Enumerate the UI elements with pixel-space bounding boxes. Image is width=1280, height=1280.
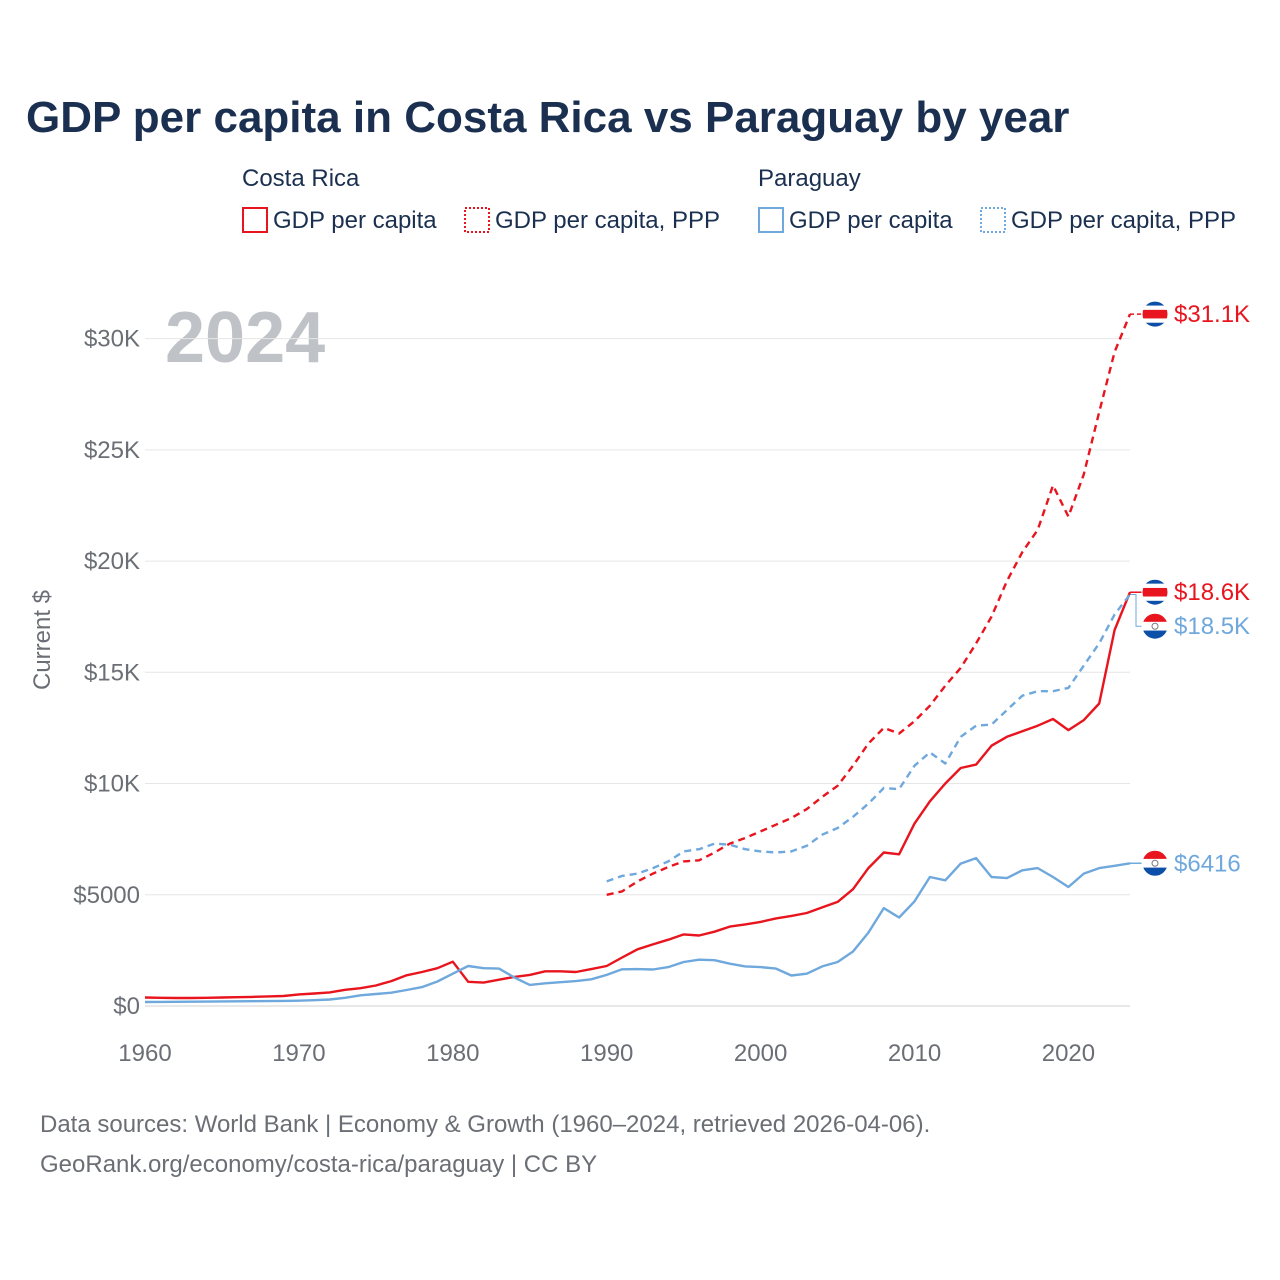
series-paraguay-gdp-per-capita-ppp[interactable] [606,593,1131,883]
chart-title: GDP per capita in Costa Rica vs Paraguay… [26,93,1069,142]
y-tick-label-0: $0 [113,993,140,1020]
series-paraguay-gdp-per-capita[interactable] [144,856,1131,1004]
x-tick-label-2010: 2010 [888,1040,941,1067]
legend-swatch-py-gdp[interactable] [758,207,784,233]
y-tick-label-25000: $25K [84,437,140,464]
x-axis-ticks: 1960 1970 1980 1990 2000 2010 2020 [118,1040,1095,1067]
end-labels: $31.1K $18.6K $18.5K $6416 [1130,300,1250,877]
legend-label-cr-gdp[interactable]: GDP per capita [273,207,437,234]
end-label-costa-rica-gdp-per-capita: $18.6K [1174,579,1250,606]
y-tick-label-30000: $30K [84,326,140,353]
legend-swatch-cr-ppp[interactable] [464,207,490,233]
series-costa-rica-gdp-per-capita[interactable] [144,591,1132,1000]
legend-label-py-ppp[interactable]: GDP per capita, PPP [1011,207,1236,234]
legend-swatch-py-ppp[interactable] [980,207,1006,233]
y-tick-label-20000: $20K [84,548,140,575]
y-tick-label-5000: $5000 [73,882,140,909]
flag-paraguay-icon [1141,849,1169,877]
grid [145,338,1130,1007]
x-tick-label-1980: 1980 [426,1040,479,1067]
legend-group-paraguay: Paraguay [758,165,861,192]
series-layer [144,313,1132,1004]
end-label-paraguay-gdp-per-capita: $6416 [1174,850,1241,877]
y-tick-label-10000: $10K [84,771,140,798]
source-line-1: Data sources: World Bank | Economy & Gro… [40,1111,930,1138]
x-tick-label-1990: 1990 [580,1040,633,1067]
flag-paraguay-icon [1141,612,1169,640]
legend-group-costa-rica: Costa Rica [242,165,360,192]
legend-swatch-cr-gdp[interactable] [242,207,268,233]
y-axis-label: Current $ [29,590,56,690]
series-costa-rica-gdp-per-capita-ppp[interactable] [606,313,1132,896]
legend-label-py-gdp[interactable]: GDP per capita [789,207,953,234]
y-axis-ticks: $0 $5000 $10K $15K $20K $25K $30K [73,326,140,1020]
source-line-2[interactable]: GeoRank.org/economy/costa-rica/paraguay … [40,1151,597,1178]
x-tick-label-1960: 1960 [118,1040,171,1067]
flag-costa-rica-icon [1141,578,1169,606]
legend-label-cr-ppp[interactable]: GDP per capita, PPP [495,207,720,234]
end-leader-paraguay-gdp-per-capita-ppp [1130,593,1142,627]
x-tick-label-2020: 2020 [1042,1040,1095,1067]
y-tick-label-15000: $15K [84,659,140,686]
legend: Costa Rica Paraguay GDP per capita GDP p… [242,165,1236,234]
x-tick-label-1970: 1970 [272,1040,325,1067]
end-label-costa-rica-gdp-per-capita-ppp: $31.1K [1174,301,1250,328]
x-tick-label-2000: 2000 [734,1040,787,1067]
flag-costa-rica-icon [1141,300,1169,328]
year-label: 2024 [165,298,325,378]
end-label-paraguay-gdp-per-capita-ppp: $18.5K [1174,613,1250,640]
